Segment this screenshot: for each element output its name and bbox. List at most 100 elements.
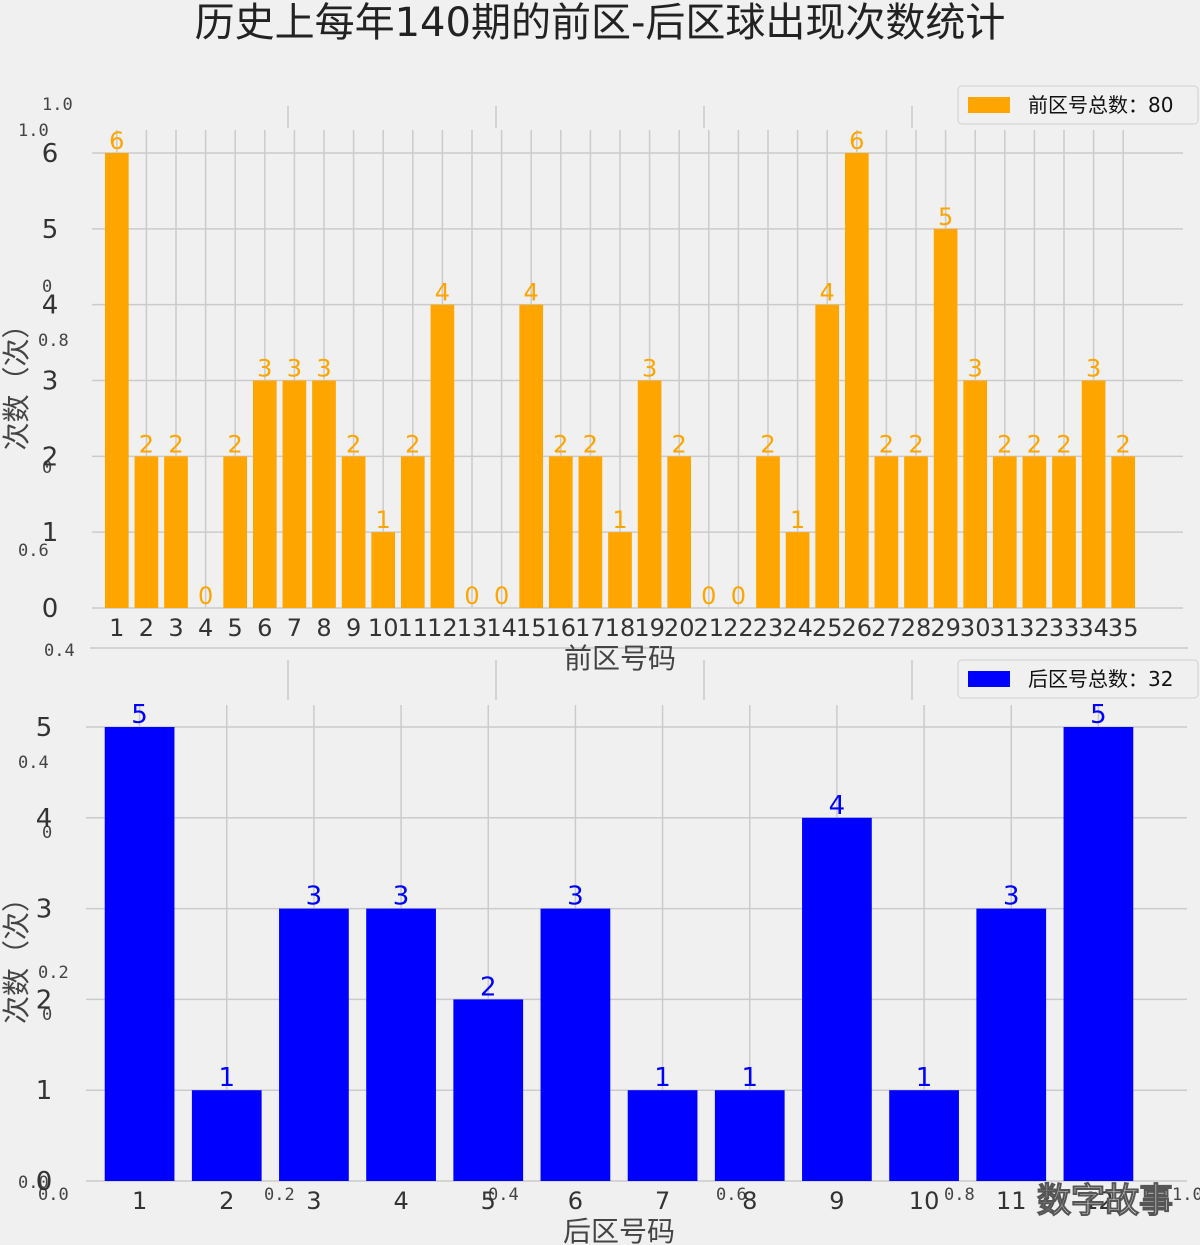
bar: [282, 380, 307, 608]
x-tick-label: 19: [634, 614, 665, 642]
x-tick-label: 5: [228, 614, 243, 642]
y-tick-label: 1: [42, 518, 59, 548]
bar-value-label: 4: [829, 791, 846, 821]
y-tick-label: 5: [42, 215, 59, 245]
bar-value-label: 2: [228, 430, 243, 458]
x-tick-label: 11: [996, 1187, 1027, 1215]
bar-value-label: 5: [1090, 700, 1107, 730]
x-tick-label: 32: [1019, 614, 1050, 642]
bar: [1063, 727, 1134, 1181]
x-tick-label: 33: [1049, 614, 1080, 642]
x-tick-label: 6: [568, 1187, 583, 1215]
x-tick-label: 28: [901, 614, 932, 642]
ghost-tick-label: 0: [42, 1005, 52, 1025]
bar-value-label: 3: [642, 355, 657, 383]
ghost-tick-label: 0.2: [264, 1185, 295, 1205]
legend: 前区号总数：80: [957, 85, 1199, 125]
x-tick-label: 6: [257, 614, 272, 642]
y-tick-label: 4: [42, 291, 59, 321]
y-tick-label: 0: [36, 1167, 53, 1197]
x-tick-label: 11: [398, 614, 429, 642]
ghost-tick-label: 1.0: [18, 121, 49, 141]
bar-value-label: 2: [480, 972, 497, 1002]
legend-box: [957, 85, 1199, 125]
bar: [667, 456, 692, 608]
bar-value-label: 1: [916, 1063, 933, 1093]
legend-label: 前区号总数：80: [1028, 93, 1173, 117]
bar: [430, 304, 455, 608]
bar: [815, 304, 840, 608]
bar: [519, 304, 544, 608]
x-tick-label: 4: [393, 1187, 408, 1215]
bar: [1022, 456, 1047, 608]
watermark: 数字故事: [1037, 1181, 1173, 1221]
bar: [637, 380, 662, 608]
bar-value-label: 2: [405, 430, 420, 458]
x-tick-label: 24: [782, 614, 813, 642]
ghost-tick-label: 0.4: [44, 641, 75, 661]
ghost-tick-label: 0.8: [944, 1185, 975, 1205]
x-tick-label: 4: [198, 614, 213, 642]
y-tick-label: 2: [36, 985, 53, 1015]
bar: [312, 380, 336, 608]
bar-value-label: 3: [968, 355, 983, 383]
ghost-tick-label: 0: [42, 823, 52, 843]
bar: [844, 153, 869, 608]
x-tick-label: 7: [655, 1187, 670, 1215]
bar: [963, 380, 988, 608]
x-tick-label: 18: [605, 614, 636, 642]
x-tick-label: 29: [930, 614, 961, 642]
legend-swatch: [968, 97, 1010, 113]
ghost-tick-label: 0: [42, 458, 52, 478]
bar: [134, 456, 159, 608]
bar-value-label: 3: [287, 355, 302, 383]
x-tick-label: 13: [457, 614, 488, 642]
bar: [802, 817, 872, 1181]
x-tick-label: 12: [1083, 1187, 1114, 1215]
bar-value-label: 4: [524, 279, 539, 307]
legend-swatch: [968, 671, 1010, 687]
ghost-tick-label: 0.6: [716, 1185, 747, 1205]
bar-value-label: 2: [879, 430, 894, 458]
bar-value-label: 1: [376, 506, 391, 534]
ghost-tick-label: 0.2: [38, 963, 69, 983]
x-tick-label: 21: [694, 614, 725, 642]
bar-value-label: 2: [1056, 430, 1071, 458]
bar: [1081, 380, 1106, 608]
x-tick-label: 7: [287, 614, 302, 642]
x-tick-label: 30: [960, 614, 991, 642]
x-tick-label: 14: [486, 614, 517, 642]
bar-value-label: 0: [494, 582, 509, 610]
bar-value-label: 3: [316, 355, 331, 383]
bar: [540, 908, 611, 1181]
bar-value-label: 0: [731, 582, 746, 610]
bar: [627, 1090, 698, 1181]
x-tick-label: 2: [139, 614, 154, 642]
bar: [714, 1090, 785, 1181]
bar-value-label: 4: [435, 279, 450, 307]
bar-value-label: 3: [306, 882, 323, 912]
bar-value-label: 2: [553, 430, 568, 458]
y-tick-label: 6: [42, 139, 59, 169]
bar: [578, 456, 603, 608]
ghost-tick-label: 0.0: [18, 1173, 49, 1193]
bar: [453, 999, 524, 1181]
bar-value-label: 1: [790, 506, 805, 534]
bar-value-label: 3: [567, 882, 584, 912]
bar: [756, 456, 780, 608]
bar-value-label: 2: [672, 430, 687, 458]
bar-value-label: 6: [109, 127, 124, 155]
legend: 后区号总数：32: [957, 659, 1199, 699]
bar: [904, 456, 928, 608]
x-tick-label: 27: [871, 614, 902, 642]
bar: [976, 908, 1047, 1181]
y-tick-label: 5: [36, 713, 53, 743]
x-tick-label: 20: [664, 614, 695, 642]
x-axis-label: 后区号码: [563, 1215, 675, 1245]
bar: [992, 456, 1017, 608]
bar: [164, 456, 188, 608]
bar-value-label: 1: [612, 506, 627, 534]
bar-value-label: 2: [908, 430, 923, 458]
bar: [366, 908, 436, 1181]
